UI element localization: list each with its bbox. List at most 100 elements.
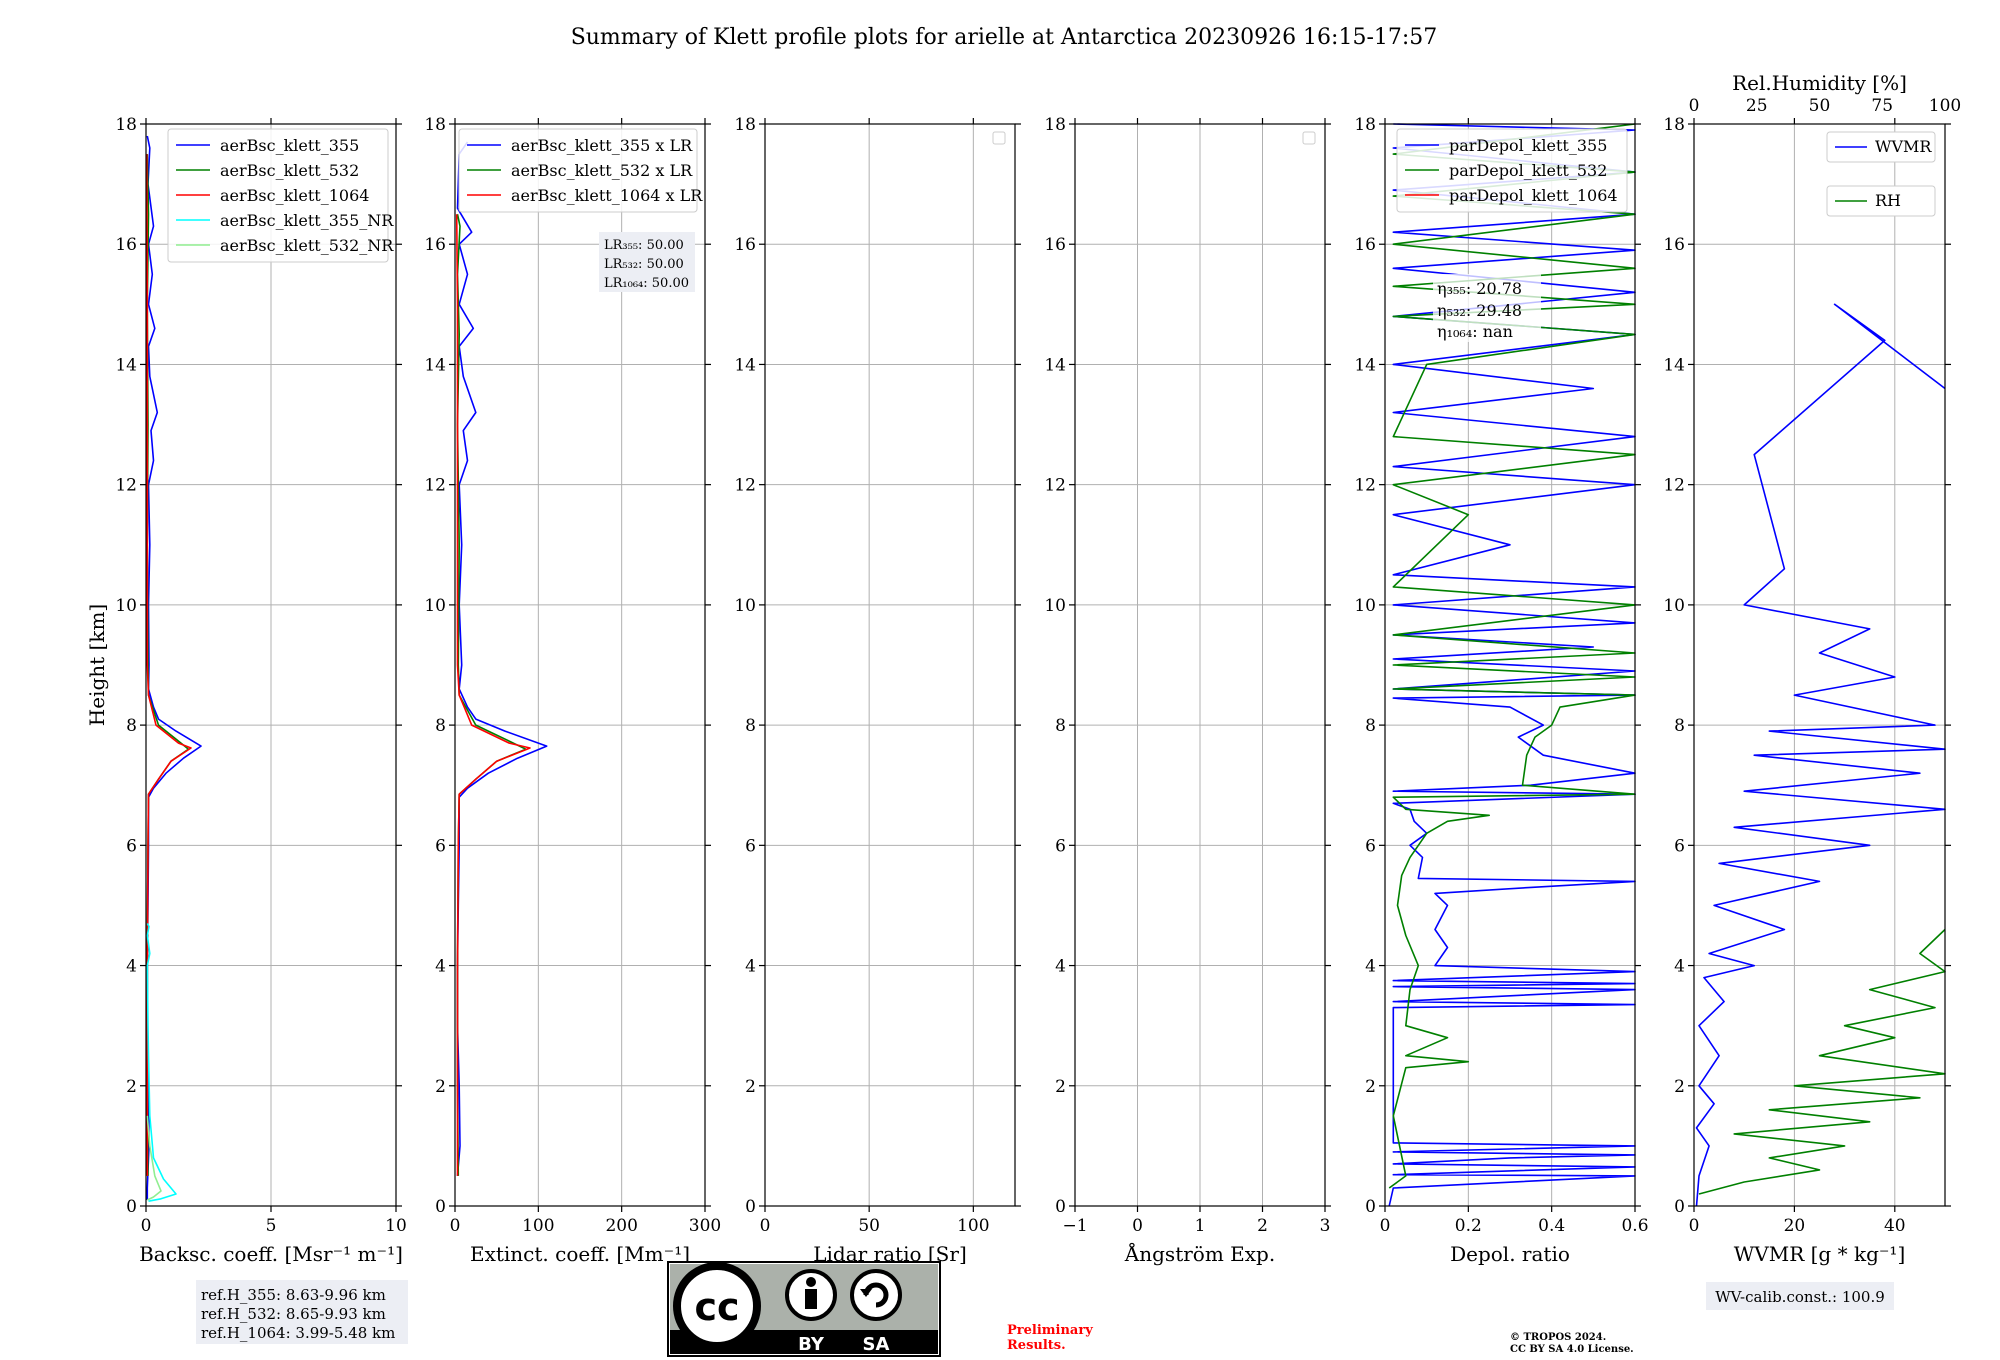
legend: parDepol_klett_355 parDepol_klett_532 parD… [1396,128,1628,213]
ref-h-355-text: ref.H_355: 8.63-9.96 km [201,1286,386,1304]
y-tick-label: 2 [435,1077,446,1097]
ref-h-1064-text: ref.H_1064: 3.99-5.48 km [201,1324,395,1342]
y-tick-label: 16 [424,235,446,255]
series-line-aerbsc-klett-532 [146,154,190,1176]
y-tick-label: 8 [1365,716,1376,736]
y-tick-label: 4 [1055,957,1066,977]
eta532-text: η₅₃₂: 29.48 [1437,301,1522,320]
y-tick-label: 0 [435,1197,446,1217]
x-tick-label: 2 [1257,1216,1268,1236]
legend-box [167,128,389,263]
legend-label: aerBsc_klett_355_NR [220,211,394,230]
legend-box [458,128,698,213]
legend-label: aerBsc_klett_532 [220,161,359,180]
y-tick-label: 12 [1044,476,1066,496]
y-tick-label: 6 [745,836,756,856]
x-tick-label: 200 [605,1216,637,1236]
y-tick-label: 12 [115,476,137,496]
x-tick-label: 100 [522,1216,554,1236]
series-line-aerbsc-klett-355-x-lr [456,141,548,1176]
y-tick-label: 0 [1055,1197,1066,1217]
x2-tick-label: 75 [1871,96,1893,116]
y-tick-label: 6 [435,836,446,856]
wv-calib-text: WV-calib.const.: 100.9 [1715,1288,1885,1306]
x-tick-label: 5 [266,1216,277,1236]
x2-tick-label: 25 [1746,96,1768,116]
y-tick-label: 0 [1674,1197,1685,1217]
x-tick-label: 0.2 [1455,1216,1482,1236]
license-sa-label: SA [863,1334,890,1355]
legend-box [1826,131,1936,163]
series-line-aerbsc-klett-532-nr [146,1115,162,1201]
lr355-text: LR₃₅₅: 50.00 [604,238,684,253]
axes-frame [764,123,1016,1207]
y-tick-label: 10 [115,596,137,616]
x-axis-label: Extinct. coeff. [Mm⁻¹] [470,1242,690,1266]
y-tick-label: 2 [1055,1077,1066,1097]
y-tick-label: 16 [734,235,756,255]
x-axis-label: Backsc. coeff. [Msr⁻¹ m⁻¹] [139,1242,403,1266]
legend: aerBsc_klett_355 aerBsc_klett_532 aerBsc_k… [167,128,394,263]
ref-h-532-text: ref.H_532: 8.65-9.93 km [201,1305,386,1323]
y-tick-label: 14 [424,355,446,375]
legend-label: RH [1875,191,1901,210]
y-tick-label: 10 [734,596,756,616]
x-tick-label: 1 [1195,1216,1206,1236]
chart-panel-extinction: 0 2 4 6 8 10 12 14 16 18 0 100 200 300 Extinct. coeff.… [424,115,721,1266]
cc-logo-text: cc [694,1285,739,1329]
wv-calib-box-background [1706,1282,1894,1310]
lr-annotation-box [599,232,695,292]
eta-annotation-box [1433,274,1541,342]
y-tick-label: 4 [126,957,137,977]
x-tick-label: 40 [1884,1216,1906,1236]
x2-tick-label: 100 [1929,96,1961,116]
x2-axis-label: Rel.Humidity [%] [1732,71,1907,95]
y-tick-label: 6 [1365,836,1376,856]
series-line-aerbsc-klett-1064-x-lr [455,214,531,1176]
legend-box [1826,185,1936,217]
y-tick-label: 16 [1354,235,1376,255]
y-tick-label: 2 [745,1077,756,1097]
y-tick-label: 14 [1044,355,1066,375]
y-tick-label: 6 [1674,836,1685,856]
empty-legend-marker [1302,131,1316,145]
series-line-aerbsc-klett-1064 [146,154,192,1176]
y-tick-label: 8 [1055,716,1066,736]
legend-rh: RH [1826,185,1936,217]
x-tick-label: 50 [858,1216,880,1236]
y-tick-label: 12 [1663,476,1685,496]
x-tick-label: 0 [1689,1216,1700,1236]
eta355-text: η₃₅₅: 20.78 [1437,279,1522,298]
axes-frame [1384,123,1636,1207]
series-line-pardepol-klett-355 [1388,123,1636,1207]
x-tick-label: 0 [1380,1216,1391,1236]
legend-label: aerBsc_klett_355 [220,136,359,155]
y-tick-label: 14 [115,355,137,375]
x-axis-label: Ångström Exp. [1124,1241,1275,1266]
y-tick-label: 14 [1354,355,1376,375]
empty-legend-marker [992,131,1006,145]
legend-label: aerBsc_klett_1064 x LR [511,186,703,205]
y-tick-label: 6 [1055,836,1066,856]
y-tick-label: 4 [435,957,446,977]
x2-tick-label: 0 [1689,96,1700,116]
y-tick-label: 18 [424,115,446,135]
legend-label: parDepol_klett_532 [1449,161,1607,180]
reference-height-box: ref.H_355: 8.63-9.96 km ref.H_532: 8.65-… [196,1280,408,1344]
chart-panel-backscatter: 0 2 4 6 8 10 12 14 16 18 0 5 10 Backsc. coeff. [Msr⁻¹… [85,115,407,1266]
y-tick-label: 4 [1365,957,1376,977]
y-tick-label: 16 [1044,235,1066,255]
y-tick-label: 8 [435,716,446,736]
y-tick-label: 16 [1663,235,1685,255]
y-tick-label: 4 [1674,957,1685,977]
copyright-line2: CC BY SA 4.0 License. [1510,1344,1634,1355]
y-tick-label: 0 [126,1197,137,1217]
y-tick-label: 10 [1354,596,1376,616]
legend-box [1396,128,1628,213]
y-tick-label: 18 [115,115,137,135]
series-line-wvmr [1695,303,1946,1207]
series-line-aerbsc-klett-355-nr [146,923,177,1202]
